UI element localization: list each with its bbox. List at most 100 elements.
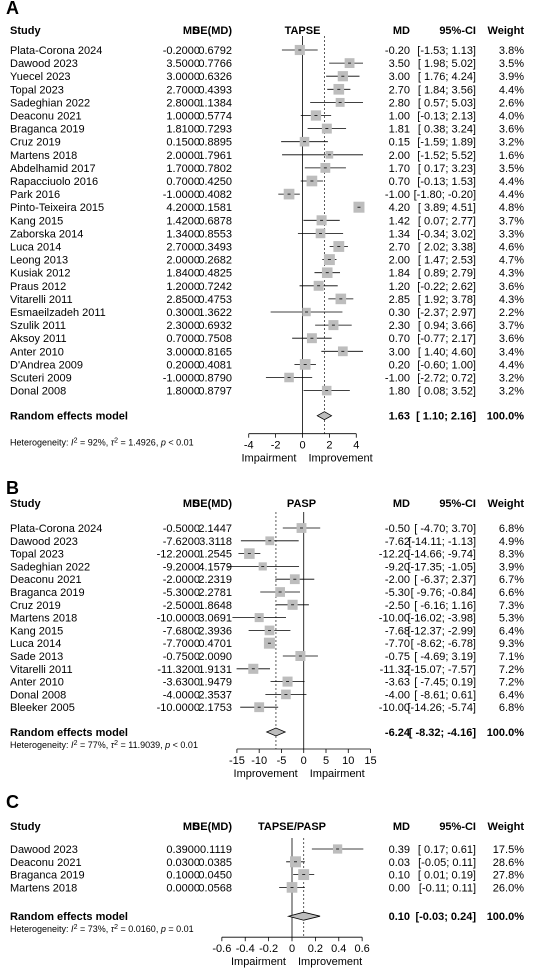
- study-md-formatted: -2.00: [385, 574, 410, 586]
- study-se: 1.9479: [198, 677, 232, 689]
- study-md: 0.1500: [166, 137, 200, 149]
- header-md: MD: [183, 498, 200, 510]
- study-weight: 7.2%: [499, 664, 524, 676]
- study-ci: [ 3.89; 4.51]: [418, 202, 476, 214]
- study-name: Deaconu 2021: [10, 111, 82, 123]
- summary-ci: [ 1.10; 2.16]: [416, 411, 476, 423]
- study-md-formatted: 2.70: [389, 84, 410, 96]
- summary-md: -6.24: [385, 727, 411, 739]
- study-name: Kusiak 2012: [10, 268, 71, 280]
- study-name: Vitarelli 2011: [10, 664, 73, 676]
- study-name: Cruz 2019: [10, 137, 61, 149]
- study-md-formatted: -10.00: [379, 702, 410, 714]
- study-ci: [-14.66; -9.74]: [408, 549, 477, 561]
- study-md-formatted: -0.75: [385, 651, 410, 663]
- summary-label: Random effects model: [10, 727, 128, 739]
- study-ci: [ 0.08; 3.52]: [418, 386, 476, 398]
- study-se: 0.4825: [198, 268, 232, 280]
- header-ci: 95%-CI: [439, 25, 476, 37]
- study-md-formatted: -7.68: [385, 625, 410, 637]
- study-name: Szulik 2011: [10, 320, 66, 332]
- study-md: 2.8000: [166, 97, 200, 109]
- header-md-ci: MD: [393, 821, 410, 833]
- study-ci: [ 0.01; 0.19]: [418, 870, 476, 882]
- summary-weight: 100.0%: [487, 727, 525, 739]
- study-ci: [ -6.16; 1.16]: [414, 600, 476, 612]
- header-se: SE(MD): [193, 498, 232, 510]
- study-name: Sadeghian 2022: [10, 97, 90, 109]
- study-ci: [ -4.70; 3.70]: [414, 523, 476, 535]
- study-md: 3.0000: [166, 71, 200, 83]
- header-md-ci: MD: [393, 498, 410, 510]
- study-se: 0.0568: [198, 882, 232, 894]
- study-name: Dawood 2023: [10, 536, 78, 548]
- header-plot-title: TAPSE: [285, 25, 321, 37]
- study-se: 0.2682: [198, 255, 232, 267]
- axis-label-right: Impairment: [310, 768, 365, 780]
- study-name: Leong 2013: [10, 255, 68, 267]
- study-name: Kang 2015: [10, 215, 63, 227]
- study-md: 2.7000: [166, 242, 200, 254]
- header-md: MD: [183, 821, 200, 833]
- study-weight: 3.6%: [499, 333, 524, 345]
- study-weight: 3.7%: [499, 215, 524, 227]
- study-md: 3.5000: [166, 58, 200, 70]
- study-name: Anter 2010: [10, 346, 64, 358]
- study-se: 1.2545: [198, 549, 232, 561]
- study-se: 0.6878: [198, 215, 232, 227]
- study-md: 0.0300: [166, 857, 200, 869]
- study-ci: [-12.37; -2.99]: [408, 625, 477, 637]
- study-ci: [ 1.47; 2.53]: [418, 255, 476, 267]
- study-se: 0.1581: [198, 202, 232, 214]
- study-md: -0.5000: [163, 523, 200, 535]
- study-weight: 4.8%: [499, 202, 524, 214]
- study-md-formatted: 1.00: [389, 111, 410, 123]
- study-md: -11.3200: [157, 664, 200, 676]
- study-md: -7.6200: [163, 536, 200, 548]
- study-md-formatted: -12.20: [379, 549, 410, 561]
- header-ci: 95%-CI: [439, 821, 476, 833]
- study-name: Cruz 2019: [10, 600, 61, 612]
- study-weight: 3.4%: [499, 346, 524, 358]
- study-md: -3.6300: [163, 677, 200, 689]
- study-ci: [-1.52; 5.52]: [417, 150, 476, 162]
- study-md: 0.1000: [166, 870, 200, 882]
- axis-label-left: Impairment: [241, 453, 296, 465]
- axis-label-right: Improvement: [298, 956, 362, 968]
- study-ci: [ -7.45; 0.19]: [414, 677, 476, 689]
- study-weight: 26.0%: [493, 882, 524, 894]
- study-se: 0.8553: [198, 228, 232, 240]
- study-md-formatted: -10.00: [379, 613, 410, 625]
- x-axis: -4 -2 0 2 4 Impairment Improvement: [241, 433, 373, 465]
- study-md: 3.0000: [166, 346, 200, 358]
- study-md: 0.2000: [166, 359, 200, 371]
- x-axis-tick-label: -4: [244, 440, 254, 452]
- study-weight: 2.6%: [499, 97, 524, 109]
- study-weight: 3.9%: [499, 561, 524, 573]
- study-ci: [-0.77; 2.17]: [417, 333, 476, 345]
- study-md: -5.3000: [163, 587, 200, 599]
- panel-letter: C: [6, 792, 19, 812]
- heterogeneity-text: Heterogeneity: I2 = 92%, τ2 = 1.4926, p …: [10, 437, 194, 448]
- study-md: 0.0000: [166, 882, 200, 894]
- study-se: 1.7961: [198, 150, 232, 162]
- study-name: Park 2016: [10, 189, 60, 201]
- study-weight: 7.3%: [499, 600, 524, 612]
- study-name: Martens 2018: [10, 613, 77, 625]
- study-md-formatted: 1.84: [389, 268, 410, 280]
- x-axis-tick-label: -5: [277, 755, 287, 767]
- study-md-formatted: 0.20: [389, 359, 410, 371]
